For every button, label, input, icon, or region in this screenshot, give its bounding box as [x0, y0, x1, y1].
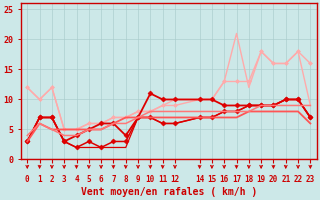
X-axis label: Vent moyen/en rafales ( km/h ): Vent moyen/en rafales ( km/h )	[81, 187, 257, 197]
